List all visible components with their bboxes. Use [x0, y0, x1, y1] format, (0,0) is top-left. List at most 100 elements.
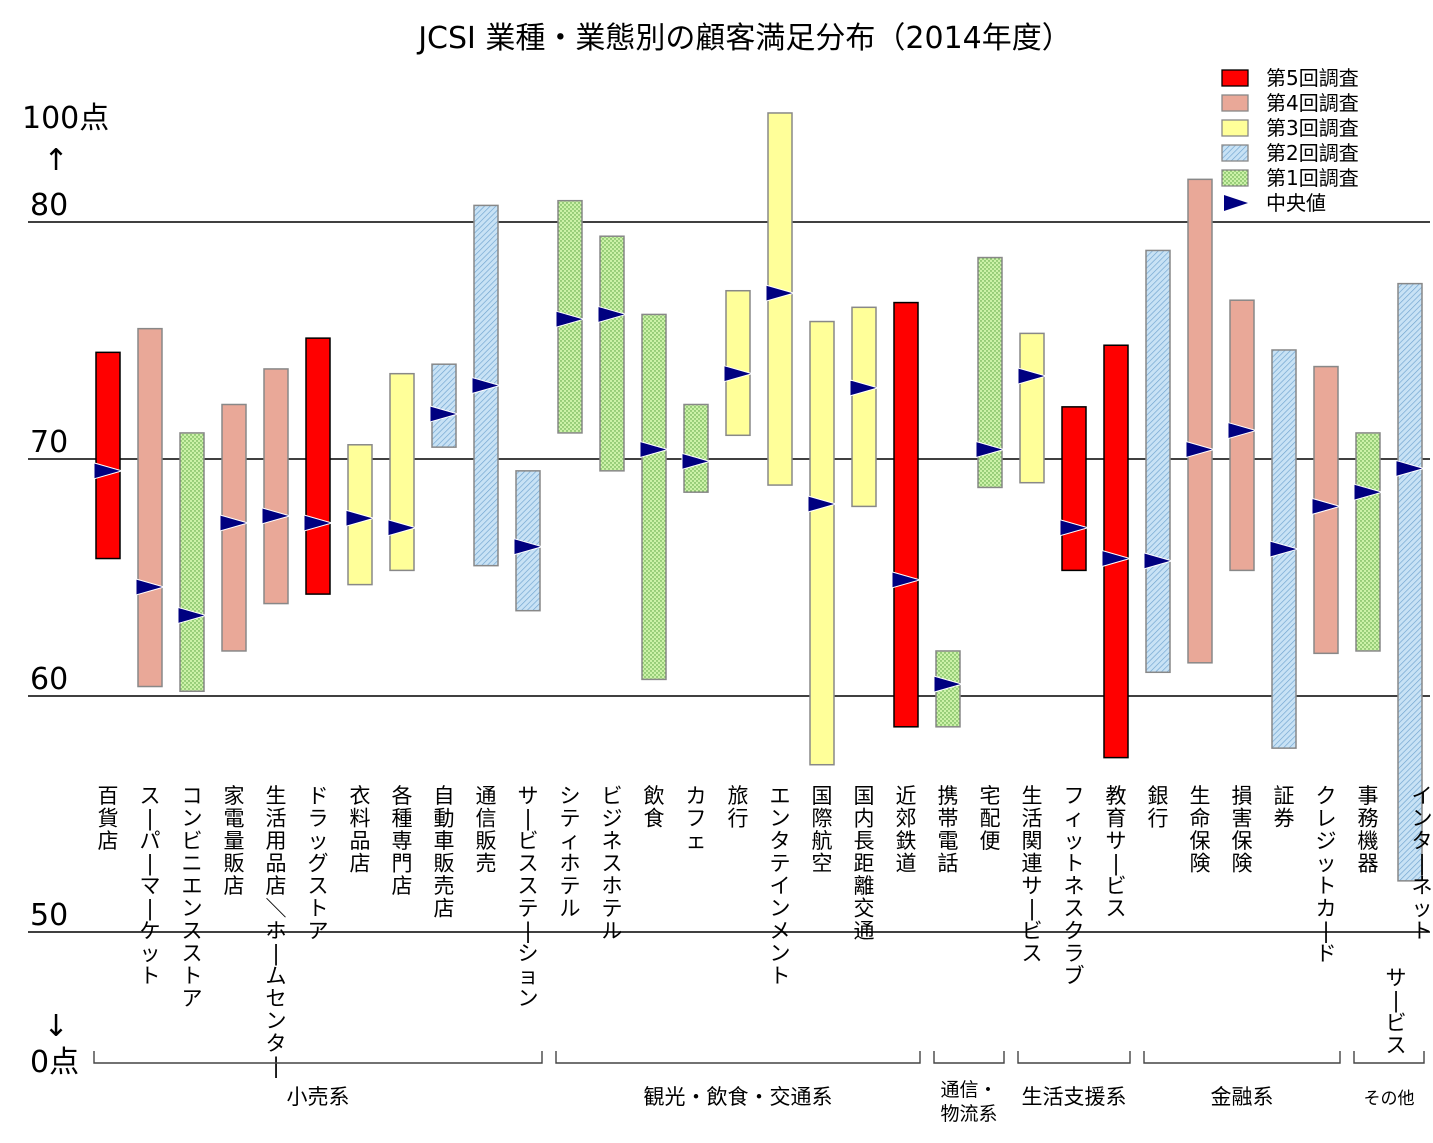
- bar-27: [1187, 178, 1213, 664]
- median-marker-22: [975, 440, 1006, 459]
- bar-15: [683, 403, 709, 493]
- category-label-8: 各種専門店: [392, 784, 413, 898]
- bar-25: [1103, 344, 1129, 759]
- group-bracket-3: [933, 1051, 1005, 1064]
- group-label-5: 金融系: [1211, 1085, 1274, 1109]
- bar-13: [599, 235, 625, 472]
- legend-label-s3: 第3回調査: [1266, 116, 1359, 140]
- bar-19: [851, 306, 877, 508]
- category-label-27: 生命保険: [1190, 784, 1211, 876]
- median-marker-6: [303, 514, 334, 532]
- median-marker-13: [597, 305, 628, 324]
- group-bracket-4: [1017, 1051, 1131, 1064]
- group-label-3: 通信・物流系: [940, 1079, 997, 1125]
- group-bracket-2: [555, 1051, 921, 1064]
- y-tick-label-80: 80: [30, 188, 68, 223]
- y-tick-label-70: 70: [30, 425, 68, 460]
- median-marker-17: [765, 284, 796, 302]
- bar-14: [641, 313, 667, 681]
- median-marker-10: [471, 376, 502, 395]
- median-marker-14: [639, 440, 670, 459]
- group-label-6: その他: [1364, 1089, 1415, 1109]
- median-marker-29: [1269, 540, 1300, 558]
- median-marker-7: [345, 509, 376, 527]
- bars: [95, 112, 1423, 882]
- legend-swatch-s1: [1221, 169, 1249, 187]
- category-label-9: 自動車販売店: [434, 784, 455, 921]
- bar-3: [179, 432, 205, 693]
- category-label-29: 証券: [1274, 784, 1295, 831]
- bar-16: [725, 289, 751, 437]
- legend-label-median: 中央値: [1266, 191, 1326, 215]
- bar-18: [809, 320, 835, 766]
- median-marker-16: [723, 365, 754, 383]
- median-marker-26: [1143, 552, 1174, 570]
- bar-8: [389, 372, 415, 572]
- legend-swatch-s2: [1221, 144, 1249, 162]
- median-marker-2: [135, 578, 166, 596]
- median-marker-31: [1353, 483, 1384, 501]
- y-tick-label-50: 50: [30, 898, 68, 933]
- category-label-26: 銀行: [1148, 784, 1169, 831]
- category-label-12: シティホテル: [560, 784, 581, 921]
- legend-label-s1: 第1回調査: [1266, 166, 1359, 190]
- category-label-22: 宅配便: [980, 784, 1001, 853]
- category-label-11: サ|ビスステ|ション: [518, 784, 539, 1011]
- median-marker-21: [933, 675, 964, 693]
- category-label-17: エンタテインメント: [770, 784, 791, 988]
- legend-swatch-s5: [1221, 69, 1249, 87]
- legend-median-marker: [1224, 195, 1248, 211]
- group-label-4: 生活支援系: [1022, 1085, 1127, 1109]
- bar-23: [1019, 332, 1045, 484]
- category-label-5: 生活用品店＼ホ|ムセンタ|: [266, 784, 287, 1079]
- bar-6: [305, 337, 331, 595]
- bar-20: [893, 301, 919, 728]
- median-marker-28: [1227, 421, 1258, 440]
- median-marker-4: [219, 514, 250, 532]
- category-label-18: 国際航空: [812, 784, 833, 876]
- category-label-21: 携帯電話: [938, 784, 959, 876]
- median-marker-8: [387, 519, 418, 537]
- category-label-19: 国内長距離交通: [854, 784, 875, 943]
- median-marker-11: [513, 538, 544, 556]
- group-label-1: 小売系: [287, 1085, 350, 1109]
- group-label-2: 観光・飲食・交通系: [644, 1085, 833, 1109]
- category-label-30: クレジットカ|ド: [1316, 784, 1337, 966]
- y-bottom-label: 0点: [30, 1045, 79, 1080]
- bar-26: [1145, 249, 1171, 674]
- bar-31: [1355, 432, 1381, 652]
- group-bracket-5: [1143, 1051, 1341, 1064]
- category-label-25: 教育サ|ビス: [1106, 784, 1127, 921]
- category-label-2: ス|パ|マ|ケット: [140, 784, 161, 988]
- median-marker-20: [891, 571, 922, 589]
- category-label-7: 衣料品店: [350, 784, 371, 876]
- group-bracket-1: [93, 1051, 543, 1064]
- median-marker-24: [1059, 519, 1090, 537]
- median-markers: [93, 284, 1426, 693]
- category-label-13: ビジネスホテル: [602, 784, 623, 943]
- median-marker-15: [681, 452, 712, 471]
- category-label-15: カフェ: [686, 784, 707, 853]
- category-label-28: 損害保険: [1232, 784, 1253, 876]
- category-label-16: 旅行: [728, 784, 749, 831]
- y-axis-labels: 80 70 60 50 100点 ↑ ↓0点: [22, 101, 109, 1080]
- median-marker-9: [429, 405, 460, 423]
- category-label-3: コンビニエンスストア: [182, 784, 203, 1011]
- median-marker-25: [1101, 549, 1132, 568]
- category-label-6: ドラッグストア: [308, 784, 329, 943]
- category-label-4: 家電量販店: [224, 784, 245, 898]
- median-marker-3: [177, 606, 208, 625]
- median-marker-30: [1311, 497, 1342, 516]
- median-marker-12: [555, 310, 586, 328]
- legend-label-s2: 第2回調査: [1266, 141, 1359, 165]
- up-arrow-icon: ↑: [43, 143, 68, 178]
- legend-swatch-s3: [1221, 119, 1249, 137]
- group-brackets: 小売系 観光・飲食・交通系 通信・物流系 生活支援系 金融系 その他: [93, 1051, 1425, 1125]
- y-tick-label-60: 60: [30, 662, 68, 697]
- category-label-24: フィットネスクラブ: [1064, 784, 1085, 988]
- category-label-10: 通信販売: [476, 784, 497, 876]
- median-marker-5: [261, 507, 292, 525]
- category-label-23: 生活関連サ|ビス: [1022, 784, 1043, 966]
